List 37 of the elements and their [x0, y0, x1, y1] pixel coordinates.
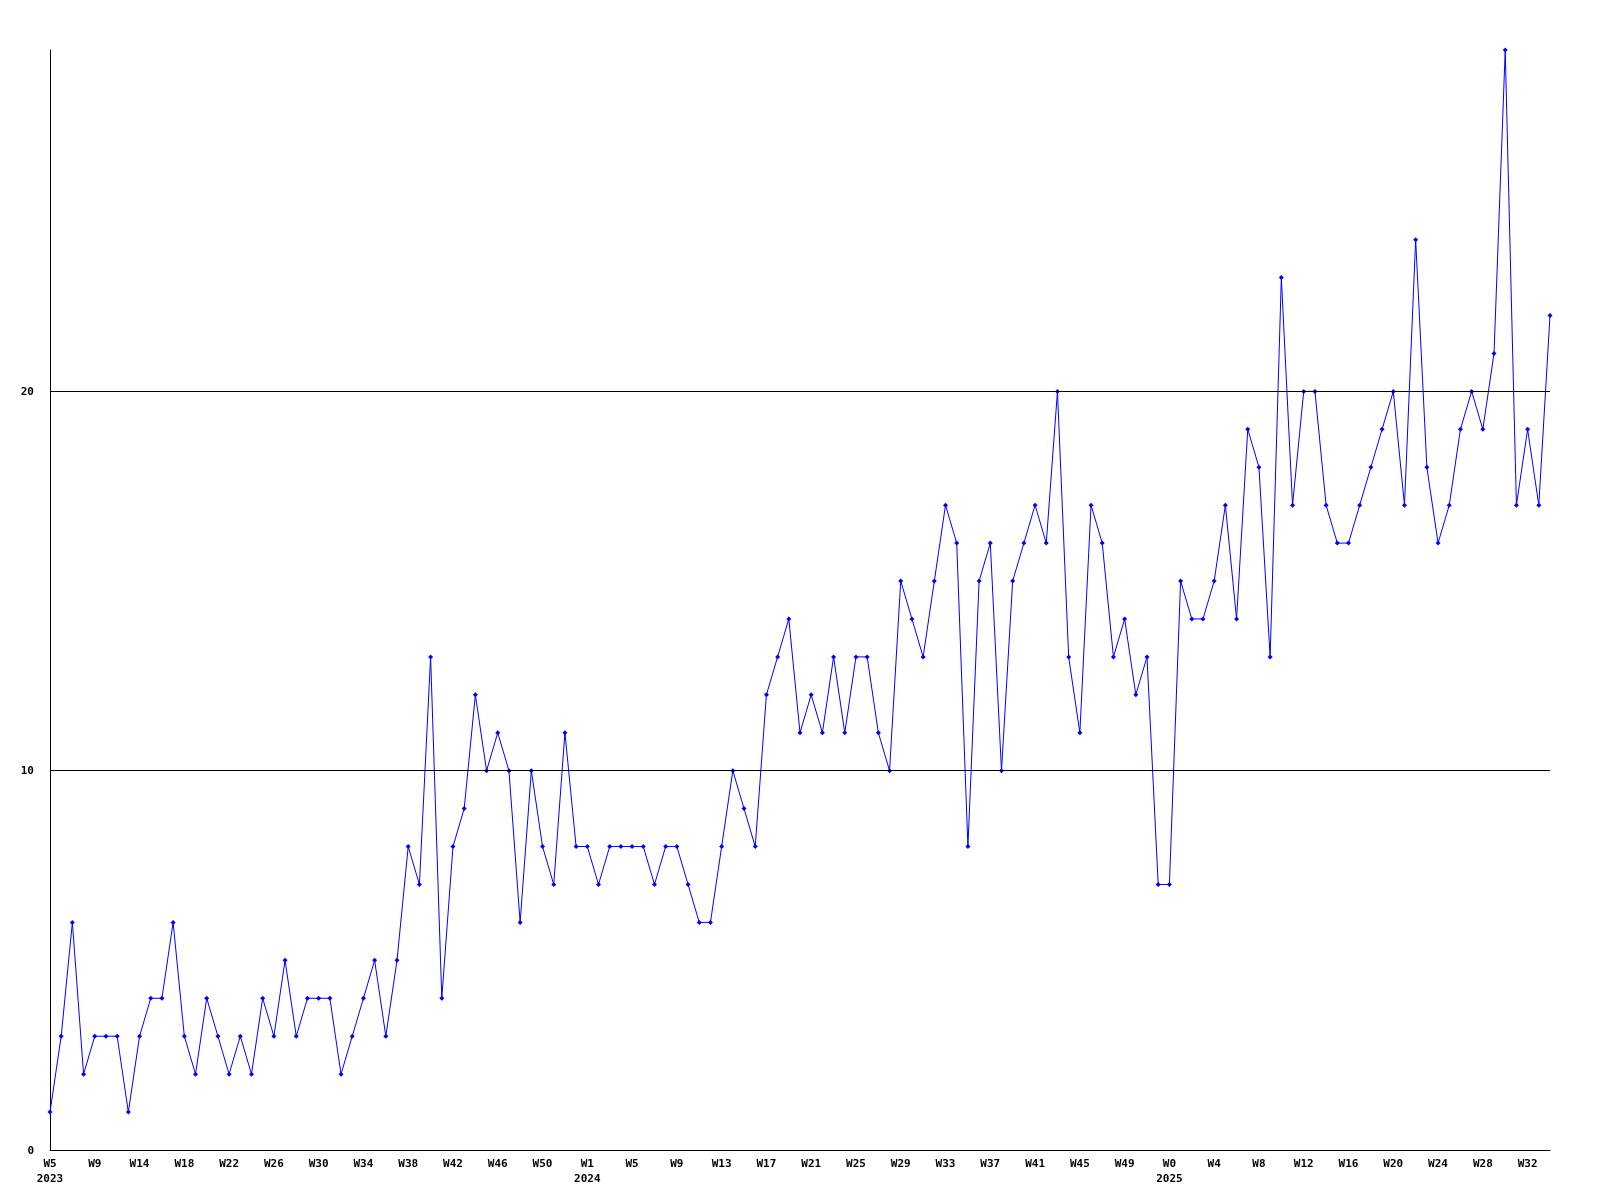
x-tick-label: W33 — [935, 1157, 956, 1170]
x-tick-label: W32 — [1517, 1157, 1538, 1170]
x-tick-label: W17 — [756, 1157, 777, 1170]
y-tick-label: 10 — [20, 764, 34, 778]
y-tick-label: 0 — [27, 1143, 34, 1157]
x-tick-label: W38 — [398, 1157, 419, 1170]
x-tick-label: W0 2025 — [1156, 1157, 1183, 1185]
x-tick-label: W46 — [487, 1157, 509, 1170]
x-tick-label: W9 — [670, 1157, 684, 1170]
x-tick-label: W34 — [353, 1157, 374, 1170]
x-tick-label: W26 — [263, 1157, 285, 1170]
x-tick-label: W5 — [625, 1157, 639, 1170]
x-tick-label: W50 — [532, 1157, 553, 1170]
x-tick-label: W45 — [1069, 1157, 1090, 1170]
x-tick-label: W18 — [174, 1157, 195, 1170]
x-tick-label: W16 — [1338, 1157, 1359, 1170]
x-tick-label: W28 — [1472, 1157, 1493, 1170]
y-tick-label: 20 — [20, 384, 34, 398]
x-tick-label: W37 — [980, 1157, 1001, 1170]
x-tick-label: W22 — [219, 1157, 240, 1170]
x-tick-label: W42 — [443, 1157, 463, 1170]
x-tick-label: W13 — [711, 1157, 732, 1170]
x-tick-label: W1 2024 — [574, 1157, 601, 1185]
x-tick-label: W14 — [129, 1157, 150, 1170]
x-tick-label: W41 — [1025, 1157, 1046, 1170]
x-tick-label: W12 — [1293, 1157, 1314, 1170]
x-tick-label: W49 — [1114, 1157, 1135, 1170]
x-tick-label: W29 — [890, 1157, 911, 1170]
x-tick-label: W24 — [1428, 1157, 1449, 1170]
x-tick-label: W30 — [308, 1157, 329, 1170]
x-tick-label: W20 — [1383, 1157, 1404, 1170]
x-tick-label: W8 — [1252, 1157, 1266, 1170]
x-tick-label: W21 — [801, 1157, 822, 1170]
x-tick-label: W25 — [846, 1157, 866, 1170]
x-tick-label: W4 — [1207, 1157, 1222, 1170]
x-tick-label: W5 2023 — [36, 1157, 64, 1185]
x-tick-label: W9 — [88, 1157, 102, 1170]
